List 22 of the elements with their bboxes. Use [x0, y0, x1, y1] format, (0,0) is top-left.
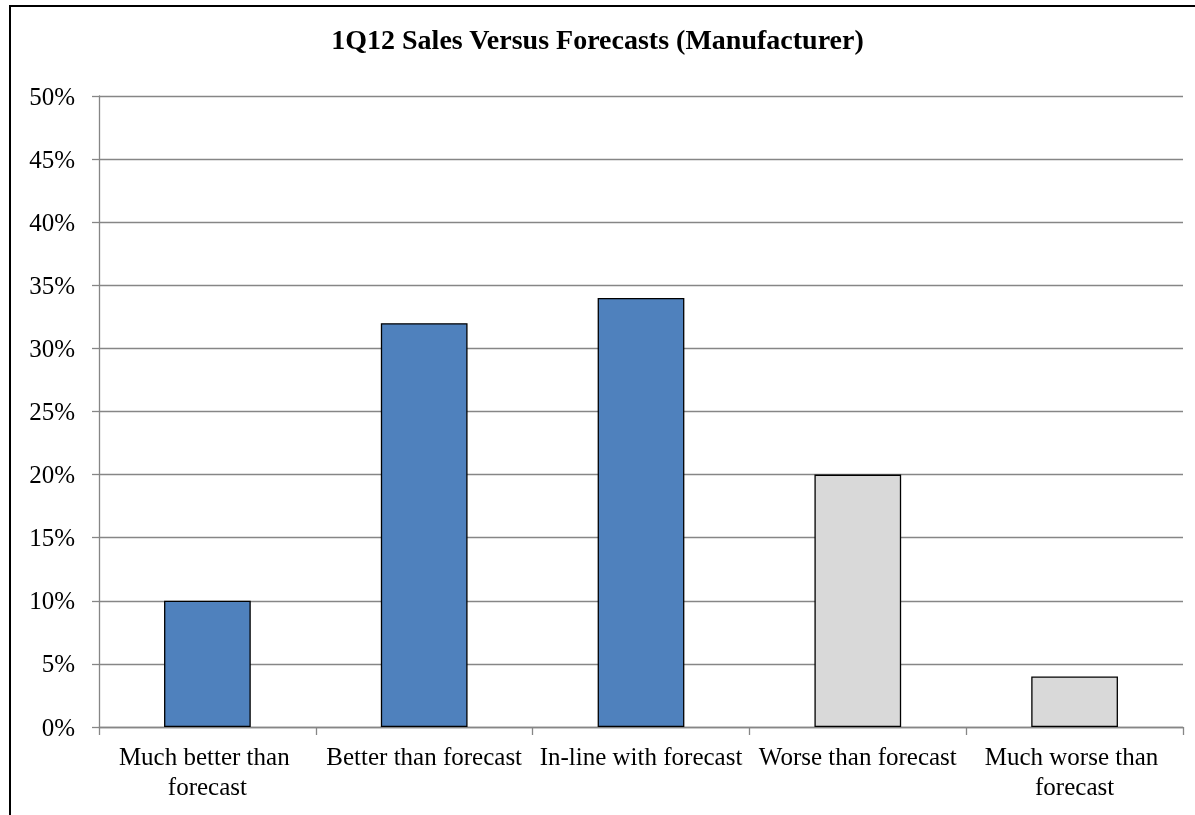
y-tick-label: 50%: [29, 82, 75, 110]
x-tick-label: Worse than forecast: [758, 742, 957, 770]
y-tick-label: 35%: [29, 271, 75, 299]
y-tick-label: 5%: [41, 650, 75, 678]
x-tick-label: Better than forecast: [326, 742, 523, 770]
y-tick-label: 10%: [29, 587, 75, 615]
y-tick-label: 45%: [29, 145, 75, 173]
y-tick-label: 20%: [29, 461, 75, 489]
x-tick-label: Much better than forecast: [118, 742, 296, 800]
y-tick-label: 25%: [29, 398, 75, 425]
x-tick-label: Much worse than forecast: [984, 742, 1165, 800]
y-tick-label: 40%: [29, 208, 75, 236]
x-tick-label: In-line with forecast: [539, 742, 743, 770]
bar: [164, 600, 251, 727]
bar: [380, 323, 468, 727]
y-tick-label: 30%: [29, 334, 75, 362]
y-tick-label: 0%: [41, 713, 75, 741]
y-tick-label: 15%: [29, 524, 75, 552]
chart-title: 1Q12 Sales Versus Forecasts (Manufacturer): [331, 23, 864, 55]
bar: [814, 474, 902, 727]
bar: [1031, 676, 1118, 727]
bar: [597, 297, 685, 727]
